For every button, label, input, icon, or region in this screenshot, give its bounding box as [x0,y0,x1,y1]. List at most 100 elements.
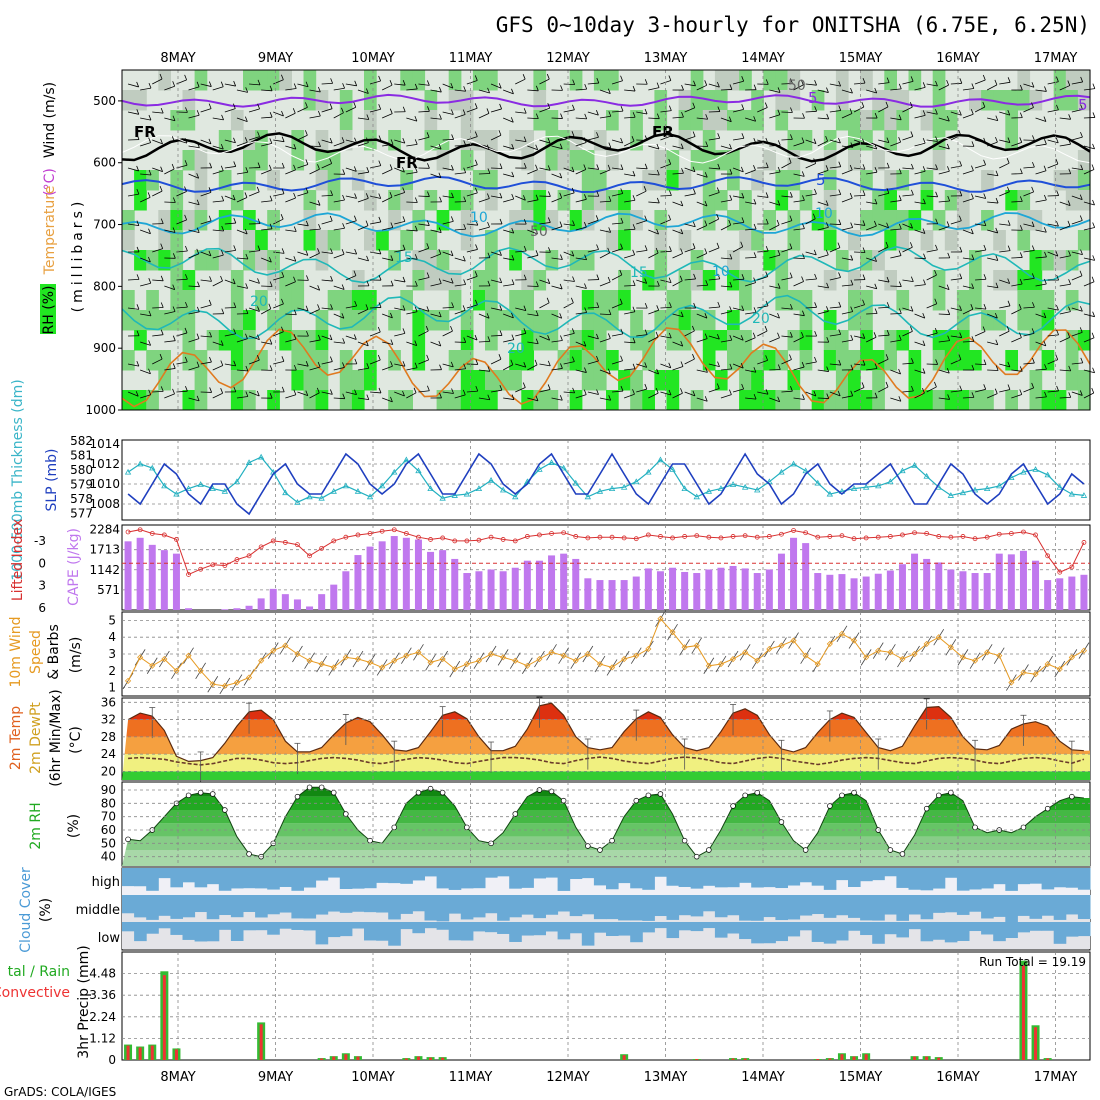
precip-conv-bar [840,1054,844,1060]
precip-conv-bar [344,1054,348,1060]
wind-barb-flag [717,301,721,308]
thickness-marker [512,493,519,500]
cape-bar [584,578,592,610]
cape-bar [124,541,132,610]
wind-barb [430,313,442,318]
rh-cell [364,230,377,251]
wind-barb-flag [208,187,212,193]
wind-barb [672,366,684,371]
wind-barb-flag [172,388,175,395]
wind-barb [563,251,574,257]
cloud-block [545,868,559,878]
wind-barb-flag [148,278,152,284]
wind-barb-flag [584,307,588,313]
wind-barb [430,229,442,233]
wind-barb [841,169,853,175]
wind-barb-flag [475,299,478,306]
wind-barb [733,278,745,281]
cloud-block [158,868,171,879]
rh-cell [351,270,365,291]
rh-tick: 50 [101,836,116,850]
wind-barb [224,222,236,225]
wind-barb-flag [523,195,526,201]
wind-barb [418,307,430,312]
rh-cell [134,90,147,111]
wind-barb-flag [885,101,889,108]
wind-barb [478,341,490,343]
wind-barb [382,227,393,231]
lifted-marker [307,553,312,559]
wind-barb [720,310,732,315]
wind-barb [1083,281,1095,287]
wind-barb-flag [1080,164,1084,170]
wind-barb-flag [257,306,260,312]
wind-barb-flag [813,138,817,144]
wind-barb-flag [353,270,357,276]
wind-barb [212,229,224,232]
wind-barb [539,363,551,367]
wind-barb [345,220,357,225]
wind-barb [757,330,768,337]
wind-barb-flag [1092,143,1095,150]
wind-barb [1059,283,1071,287]
rh-cell [690,110,704,131]
top-date-tick: 12MAY [546,51,590,66]
rh-cell [339,90,353,111]
cloud-block [303,895,317,919]
wind-barb-flag [232,194,236,201]
rh-cell [666,370,680,391]
wind-barb-flag [656,228,659,235]
wind-barb [527,341,539,345]
wind-barb [1011,394,1022,399]
wind-barb [1035,229,1047,233]
wind-barb-flag [632,224,636,230]
cloud-cover-unit: (%) [38,898,54,922]
wind-barb [224,279,236,285]
wind-barb-flag [559,283,563,290]
wind-barb-flag [655,331,659,338]
wind-barb-flag [801,171,805,177]
cape-bar [693,573,701,610]
cape-bar [620,580,628,610]
lifted-marker [694,533,700,539]
wind-barb-flag [693,302,697,309]
wind-barb [611,193,623,197]
cloud-block [993,922,1006,942]
wind-barb-flag [741,104,745,110]
thickness-marker [814,479,821,486]
wind-barb [261,228,273,231]
rh-cell [521,230,534,251]
wind-barb-flag [572,79,576,85]
cloud-block [642,895,655,921]
wind-speed-marker [427,659,434,666]
rh-cell [739,70,752,91]
wind-barb [648,336,659,343]
wind-barb-flag [427,163,430,169]
rh-cell [364,110,377,131]
rh-cell [1065,370,1079,391]
rh-cell [606,350,619,371]
precip-total-legend: tal / Rain [8,964,70,980]
wind-barb [406,88,418,91]
wind-barb [732,167,744,173]
wind-barb [938,226,950,231]
cloud-block [848,868,861,887]
wind-barb-flag [438,86,442,93]
wind-barb-flag [463,337,467,343]
wind-barb-flag [935,164,938,170]
wind-barb [720,394,732,399]
wind-barb [224,307,236,309]
wind-barb [273,193,285,197]
wind-barb-flag [765,355,769,361]
cape-bar [790,537,798,610]
rh-cell [400,190,413,211]
wind-barb-flag [765,137,769,144]
wind-barb-flag [729,168,733,175]
wind-barb [236,369,248,372]
wind-speed-marker [911,650,918,658]
rh-cell [569,250,583,271]
rh-cell [1077,70,1091,91]
wind-barb [345,106,356,113]
wind-barb [551,257,563,260]
lifted-marker [1057,569,1063,575]
